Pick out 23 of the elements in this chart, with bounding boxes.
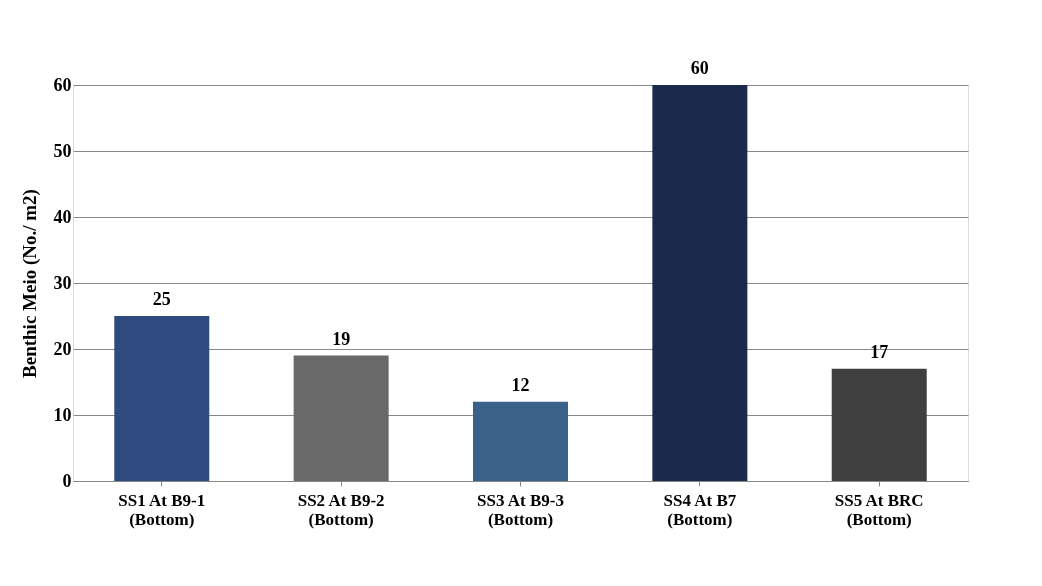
y-tick-label: 30 (53, 272, 72, 293)
x-tick-label: SS3 At B9-3 (Bottom) (477, 490, 564, 529)
data-label: 60 (690, 58, 709, 78)
y-tick-label: 40 (53, 206, 72, 227)
y-tick-label: 0 (62, 470, 72, 491)
x-tick-label: SS1 At B9-1 (Bottom) (118, 490, 206, 529)
y-tick-label: 10 (53, 404, 72, 425)
bar (473, 401, 568, 481)
data-label: 25 (152, 289, 171, 309)
x-tick-label: SS5 At BRC (Bottom) (834, 490, 924, 529)
y-tick-label: 20 (53, 338, 72, 359)
y-tick-label: 60 (53, 74, 72, 95)
bar (114, 316, 210, 481)
data-label: 17 (870, 341, 889, 362)
bar (831, 368, 927, 481)
y-tick-label: 50 (53, 140, 72, 161)
bar (652, 85, 748, 481)
y-axis-title: Benthic Meio (No./ m2) (18, 189, 41, 378)
bar (293, 355, 389, 481)
x-tick-label: SS4 At B7 (Bottom) (663, 490, 737, 529)
x-tick-label: SS2 At B9-2 (Bottom) (297, 490, 385, 529)
data-label: 12 (511, 374, 530, 395)
data-label: 19 (332, 328, 351, 349)
